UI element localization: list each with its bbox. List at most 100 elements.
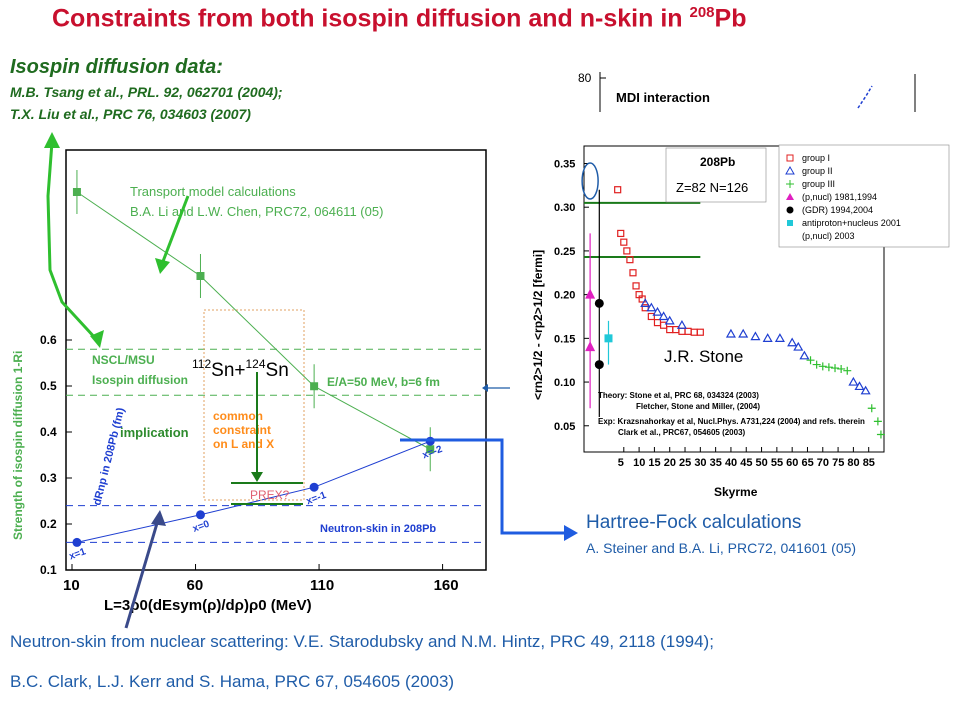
group3-point [831, 364, 840, 373]
exp-point [594, 360, 604, 370]
theory-text-2: Fletcher, Stone and Miller, (2004) [636, 402, 760, 411]
theory-text-1: Theory: Stone et al, PRC 68, 034324 (200… [598, 391, 759, 400]
group2-point [750, 331, 761, 341]
nscl-label-1: NSCL/MSU [92, 353, 155, 367]
group2-point [848, 376, 859, 386]
isospin-arrow-head-top [44, 132, 60, 148]
constraint-box [203, 309, 305, 501]
group2-point [658, 311, 669, 321]
right-x-tick-label: 30 [694, 457, 706, 469]
constraint-label-1: common [213, 409, 263, 423]
constraint-label-3: on L and X [213, 437, 274, 451]
bottom-ref-2: B.C. Clark, L.J. Kerr and S. Hama, PRC 6… [10, 672, 455, 691]
transport-ref: B.A. Li and L.W. Chen, PRC72, 064611 (05… [130, 204, 383, 219]
group2-point [664, 315, 675, 325]
x-axis-title: L=3ρ0(dEsym(ρ)/dρ)ρ0 (MeV) [104, 597, 312, 614]
right-x-tick-label: 60 [786, 457, 798, 469]
right-plot-marks: 5 10 15 20 25 30 35 40 45 50 55 60 65 70 75 80 850.050.1… [554, 158, 885, 469]
transport-arrow [160, 195, 190, 265]
right-y-tick-label: 0.05 [554, 421, 575, 433]
group3-point [824, 363, 833, 372]
exp-text-1: Exp: Krazsnahorkay et al, Nucl.Phys. A73… [598, 417, 865, 426]
legend-mark [786, 193, 794, 200]
right-x-tick-label: 50 [756, 457, 768, 469]
right-y-tick-label: 0.15 [554, 333, 575, 345]
transport-line [76, 191, 431, 450]
legend-label: antiproton+nucleus 2001 [802, 218, 901, 228]
right-x-tick-label: 35 [710, 457, 722, 469]
group2-point [725, 328, 736, 338]
nskin-point [72, 537, 82, 547]
group2-point [646, 302, 657, 312]
exp-point [585, 288, 596, 299]
transport-point [196, 272, 205, 280]
exp-text-2: Clark et al., PRC67, 054605 (2003) [618, 428, 746, 437]
right-x-tick-label: 80 [847, 457, 859, 469]
group2-point [652, 306, 663, 316]
group2-point [738, 328, 749, 338]
group3-point [812, 360, 821, 369]
right-x-tick-label: 40 [725, 457, 737, 469]
reaction-sn-1: Sn+ [211, 360, 245, 381]
group1-point [623, 247, 631, 255]
nskin-point [309, 482, 319, 492]
main-plot-marks: 10 60 110 1600.10.20.30.40.50.6x=1x=0x=-1x=… [40, 170, 486, 594]
y-tick-label: 0.5 [40, 379, 57, 393]
prex-label: PREX? [250, 488, 290, 502]
legend-mark [785, 165, 795, 175]
right-legend [778, 144, 950, 248]
transport-title: Transport model calculations [130, 184, 296, 199]
implication-arrow-head [251, 472, 263, 482]
legend-label: group I [802, 153, 830, 163]
pb-box [665, 147, 767, 203]
nskin-arrow [124, 519, 160, 629]
group3-point [818, 362, 827, 371]
group2-point [854, 381, 865, 391]
right-x-tick-label: 55 [771, 457, 783, 469]
neutron-skin-label: Neutron-skin in 208Pb [320, 523, 436, 535]
right-x-tick-label: 25 [679, 457, 691, 469]
nskin-point-label: x=1 [68, 546, 88, 562]
group1-point [620, 238, 628, 246]
legend-label: (p,nucl) 2003 [802, 231, 855, 241]
hf-title: Hartree-Fock calculations [586, 512, 802, 533]
pb-subtitle: Z=82 N=126 [676, 180, 748, 195]
right-plot-frame [583, 145, 885, 453]
inner-axis-title: dRnp in 208Pb (fm) [91, 406, 127, 506]
group1-point [632, 282, 640, 290]
group3-point [806, 356, 815, 365]
group1-point [647, 312, 655, 321]
constraint-label-2: constraint [213, 423, 271, 437]
group1-point [614, 186, 622, 194]
right-y-tick-label: 0.20 [554, 290, 575, 302]
isospin-arrow-head-bottom [90, 330, 104, 348]
exp-point [585, 341, 596, 352]
right-x-tick-label: 45 [740, 457, 752, 469]
transport-point [72, 188, 81, 196]
x-tick-label: 160 [434, 577, 459, 594]
mdi-label: MDI interaction [616, 90, 710, 105]
legend-mark [786, 180, 794, 188]
transport-arrow-head [155, 258, 170, 274]
legend-label: group II [802, 166, 833, 176]
nscl-label-2: Isospin diffusion [92, 373, 188, 387]
right-x-tick-label: 75 [832, 457, 844, 469]
legend-mark [787, 220, 793, 226]
group1-point [696, 328, 704, 336]
isospin-ref-2: T.X. Liu et al., PRC 76, 034603 (2007) [10, 106, 251, 122]
stone-label: J.R. Stone [664, 347, 743, 366]
right-x-tick-label: 5 [618, 457, 624, 469]
x-tick-label: 60 [187, 577, 204, 594]
reaction-label: 112Sn+124Sn [192, 357, 289, 381]
transport-point [426, 445, 435, 454]
group3-point [837, 364, 846, 373]
group2-point [762, 333, 773, 342]
mdi-inset [598, 72, 916, 112]
right-x-title: Skyrme [714, 485, 758, 499]
highlight-oval [581, 162, 599, 200]
right-y-title: <rn2>1/2 - <rp2>1/2 [fermi] [531, 250, 545, 400]
bottom-ref-1: Neutron-skin from nuclear scattering: V.… [10, 632, 714, 651]
reaction-sn-2: Sn [266, 360, 289, 381]
group1-point [626, 256, 634, 264]
group2-point [774, 333, 785, 342]
